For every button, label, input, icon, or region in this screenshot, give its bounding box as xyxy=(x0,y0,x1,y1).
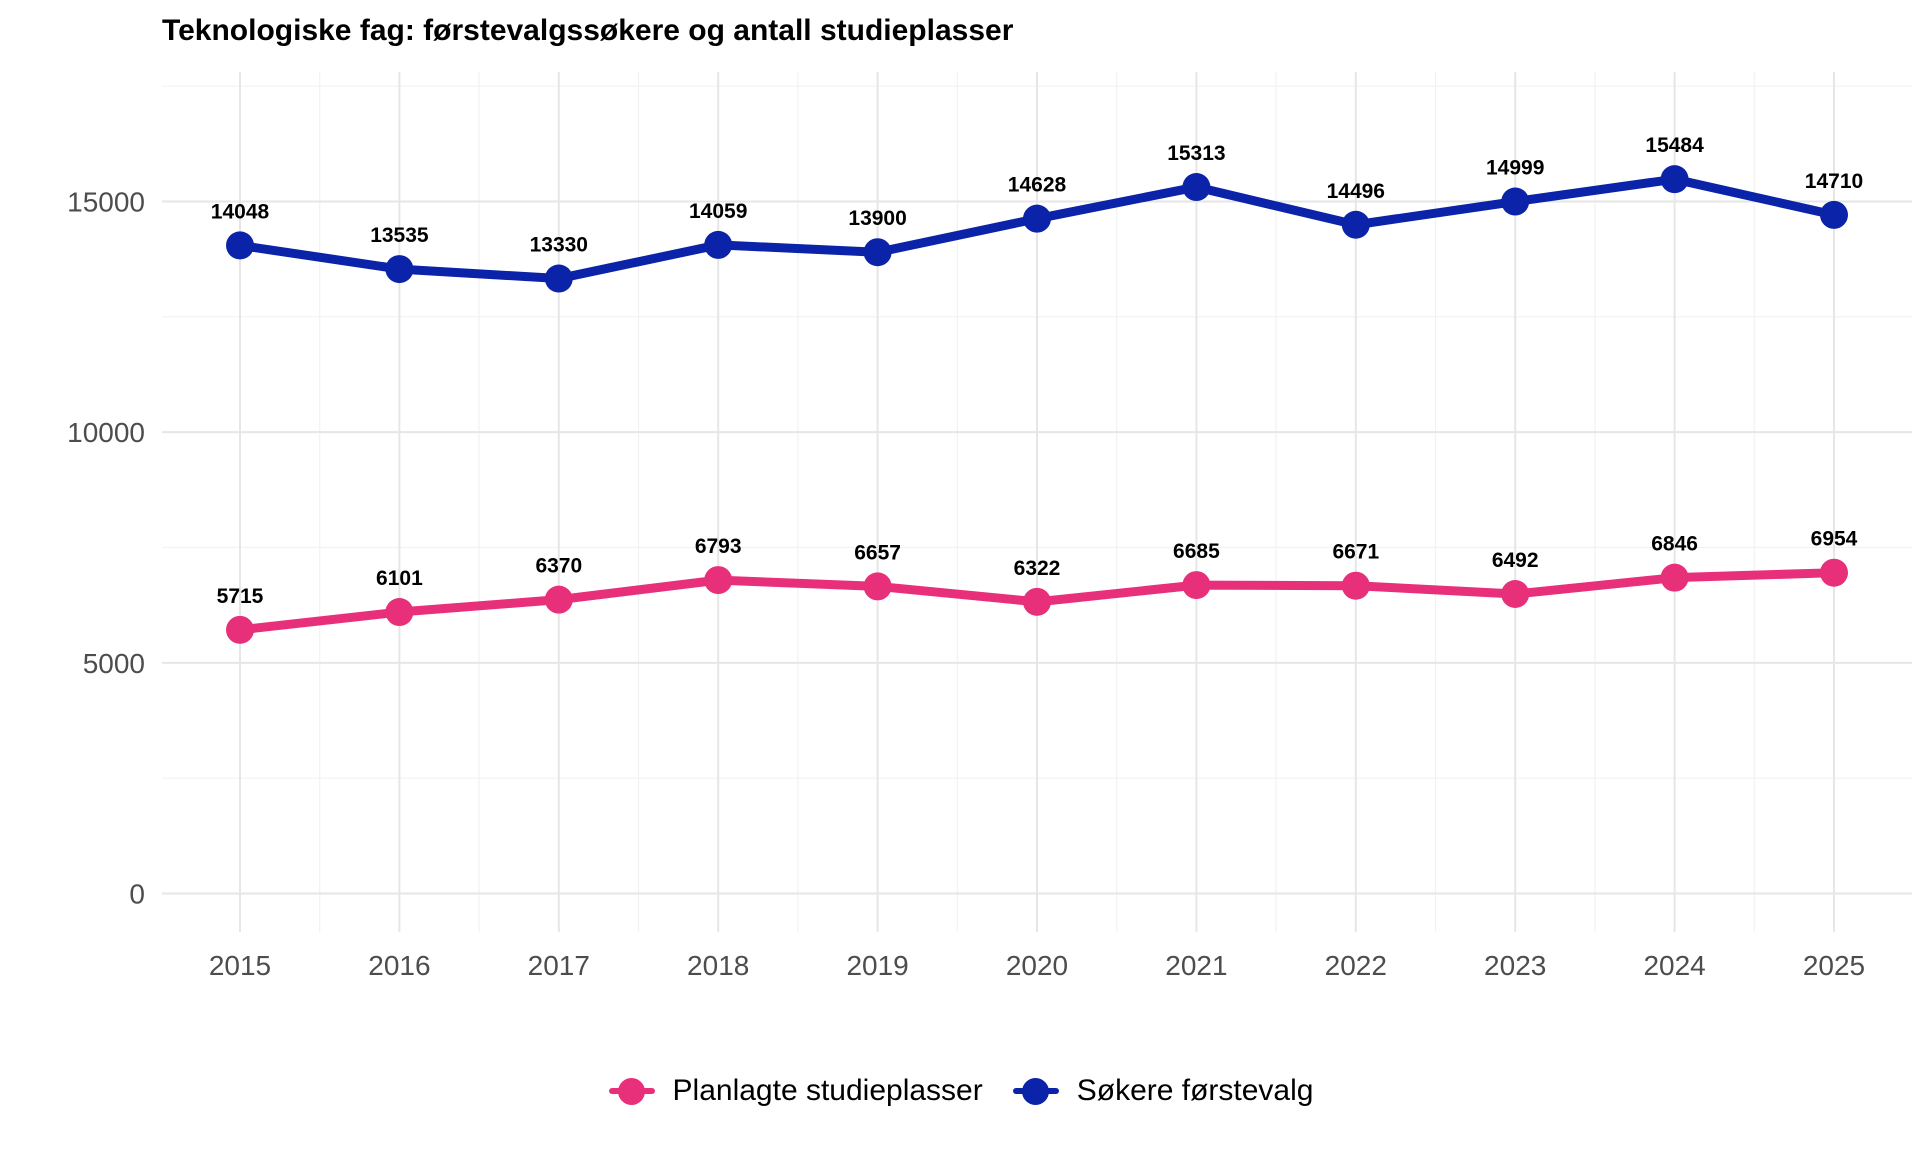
data-point-sokere xyxy=(1182,173,1211,202)
major-gridlines xyxy=(162,72,1912,932)
y-tick-label: 0 xyxy=(129,879,145,910)
legend-key-planlagte xyxy=(607,1076,657,1106)
data-point-sokere xyxy=(863,238,892,267)
legend-item-sokere: Søkere førstevalg xyxy=(1011,1074,1314,1108)
data-label-planlagte: 6492 xyxy=(1492,549,1539,572)
data-label-sokere: 13900 xyxy=(848,207,906,230)
x-tick-label: 2016 xyxy=(368,950,430,981)
x-tick-label: 2024 xyxy=(1643,950,1705,981)
y-axis-tick-labels: 0 5000 10000 15000 xyxy=(67,187,145,910)
data-point-sokere xyxy=(1501,187,1530,216)
data-point-sokere xyxy=(1820,200,1848,229)
data-point-planlagte xyxy=(226,615,254,644)
data-point-planlagte xyxy=(385,598,414,627)
data-point-sokere xyxy=(1023,204,1051,233)
data-label-sokere: 15484 xyxy=(1645,134,1704,157)
data-label-planlagte: 6370 xyxy=(535,555,582,578)
data-label-sokere: 14048 xyxy=(211,200,270,223)
data-label-planlagte: 6101 xyxy=(376,567,423,590)
legend-item-planlagte: Planlagte studieplasser xyxy=(607,1074,983,1108)
data-label-sokere: 13330 xyxy=(530,234,588,257)
data-label-planlagte: 6685 xyxy=(1173,540,1220,563)
data-label-sokere: 14059 xyxy=(689,200,747,223)
legend-label-sokere: Søkere førstevalg xyxy=(1076,1074,1314,1107)
data-label-sokere: 14999 xyxy=(1486,157,1544,180)
legend-key-sokere xyxy=(1011,1076,1061,1106)
data-label-planlagte: 6657 xyxy=(854,541,901,564)
data-point-sokere xyxy=(226,231,254,260)
data-label-planlagte: 6954 xyxy=(1811,528,1858,551)
data-label-sokere: 13535 xyxy=(370,224,429,247)
data-label-planlagte: 6846 xyxy=(1651,533,1698,556)
data-label-sokere: 14628 xyxy=(1008,174,1067,197)
data-point-planlagte xyxy=(1501,580,1530,609)
data-labels-layer: 14048 13535 13330 14059 13900 14628 15313 14496… xyxy=(211,134,1863,608)
data-point-planlagte xyxy=(1341,571,1370,600)
y-tick-label: 15000 xyxy=(67,187,145,218)
x-tick-label: 2023 xyxy=(1484,950,1546,981)
data-point-sokere xyxy=(1660,165,1689,194)
data-label-planlagte: 6793 xyxy=(695,535,742,558)
x-axis-tick-labels: 2015 2016 2017 2018 2019 2020 2021 2022 2023 2024… xyxy=(209,950,1865,981)
data-point-planlagte xyxy=(1820,558,1848,587)
x-tick-label: 2017 xyxy=(528,950,590,981)
data-label-sokere: 15313 xyxy=(1167,142,1225,165)
x-tick-label: 2022 xyxy=(1325,950,1387,981)
data-label-planlagte: 5715 xyxy=(217,585,264,608)
data-point-sokere xyxy=(544,264,573,293)
data-label-sokere: 14710 xyxy=(1805,170,1863,193)
data-point-planlagte xyxy=(1182,571,1211,600)
x-tick-label: 2019 xyxy=(846,950,908,981)
chart-title: Teknologiske fag: førstevalgssøkere og a… xyxy=(162,14,1014,47)
series-layer xyxy=(226,165,1848,644)
legend: Planlagte studieplasser Søkere førsteval… xyxy=(0,1074,1920,1108)
x-tick-label: 2025 xyxy=(1803,950,1865,981)
y-tick-label: 5000 xyxy=(83,648,145,679)
data-point-planlagte xyxy=(1660,563,1689,592)
x-tick-label: 2018 xyxy=(687,950,749,981)
x-tick-label: 2015 xyxy=(209,950,271,981)
data-point-sokere xyxy=(704,230,733,259)
y-tick-label: 10000 xyxy=(67,417,145,448)
data-point-sokere xyxy=(1341,210,1370,239)
data-label-planlagte: 6322 xyxy=(1014,557,1061,580)
data-point-planlagte xyxy=(863,572,892,601)
data-point-planlagte xyxy=(1023,587,1051,616)
data-label-planlagte: 6671 xyxy=(1332,541,1379,564)
data-point-sokere xyxy=(385,255,414,284)
data-point-planlagte xyxy=(544,585,573,614)
x-tick-label: 2021 xyxy=(1165,950,1227,981)
data-label-sokere: 14496 xyxy=(1327,180,1385,203)
legend-label-planlagte: Planlagte studieplasser xyxy=(672,1074,983,1107)
data-point-planlagte xyxy=(704,566,733,595)
x-tick-label: 2020 xyxy=(1006,950,1068,981)
